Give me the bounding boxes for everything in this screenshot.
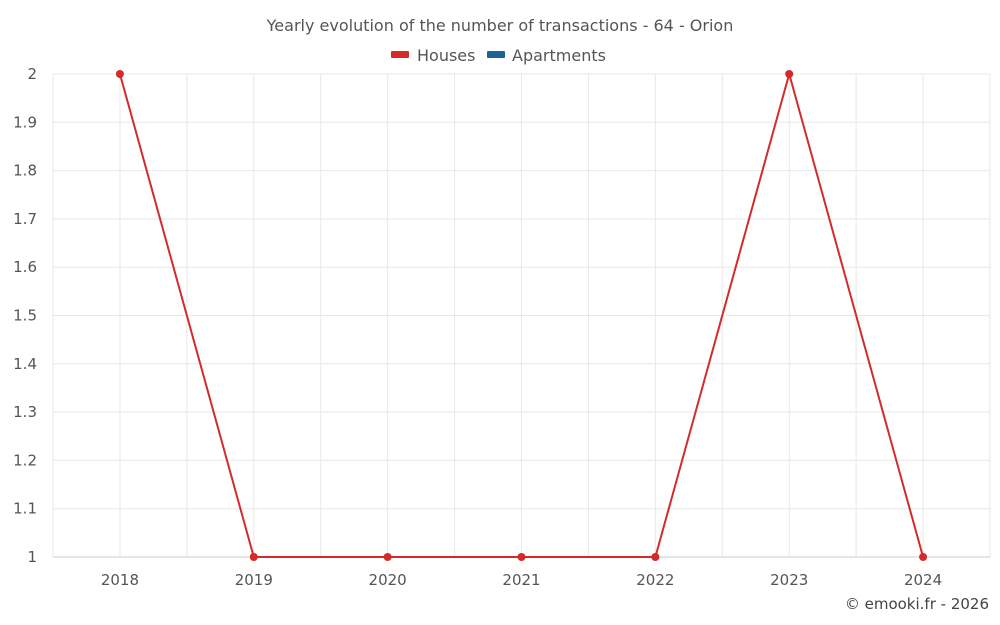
x-tick-label: 2019: [235, 571, 273, 589]
y-tick-label: 1.7: [13, 210, 37, 228]
data-point[interactable]: [919, 553, 928, 561]
y-tick-label: 1.2: [13, 451, 37, 469]
y-tick-label: 1.8: [13, 162, 37, 180]
y-tick-label: 1.5: [13, 307, 37, 325]
y-tick-label: 2: [27, 65, 37, 83]
data-point[interactable]: [249, 553, 258, 561]
y-tick-label: 1.1: [13, 500, 37, 518]
legend-swatch-apartments[interactable]: [487, 51, 505, 58]
y-tick-label: 1.4: [13, 355, 37, 373]
data-point[interactable]: [383, 553, 392, 561]
y-tick-label: 1.9: [13, 113, 37, 131]
data-point[interactable]: [115, 70, 124, 78]
x-tick-label: 2018: [101, 571, 139, 589]
chart-title: Yearly evolution of the number of transa…: [266, 16, 734, 35]
x-tick-label: 2021: [502, 571, 540, 589]
x-axis: 2018 2019 2020 2021 2022 2023 2024: [53, 556, 990, 589]
data-point[interactable]: [517, 553, 526, 561]
y-tick-label: 1.6: [13, 258, 37, 276]
legend: Houses Apartments: [391, 46, 606, 65]
x-tick-label: 2023: [770, 571, 808, 589]
x-tick-label: 2020: [369, 571, 407, 589]
y-tick-label: 1.3: [13, 403, 37, 421]
legend-label-houses[interactable]: Houses: [417, 46, 475, 65]
x-tick-label: 2024: [904, 571, 942, 589]
series-houses: [115, 70, 928, 561]
data-point[interactable]: [785, 70, 794, 78]
y-tick-label: 1: [27, 548, 37, 566]
grid-lines: [52, 73, 991, 557]
data-point[interactable]: [651, 553, 660, 561]
y-axis: 1 1.1 1.2 1.3 1.4 1.5 1.6 1.7 1.8 1.9 2: [13, 65, 37, 566]
legend-label-apartments[interactable]: Apartments: [512, 46, 606, 65]
legend-swatch-houses[interactable]: [391, 51, 409, 58]
x-tick-label: 2022: [636, 571, 674, 589]
credit-text: © emooki.fr - 2026: [845, 595, 989, 613]
